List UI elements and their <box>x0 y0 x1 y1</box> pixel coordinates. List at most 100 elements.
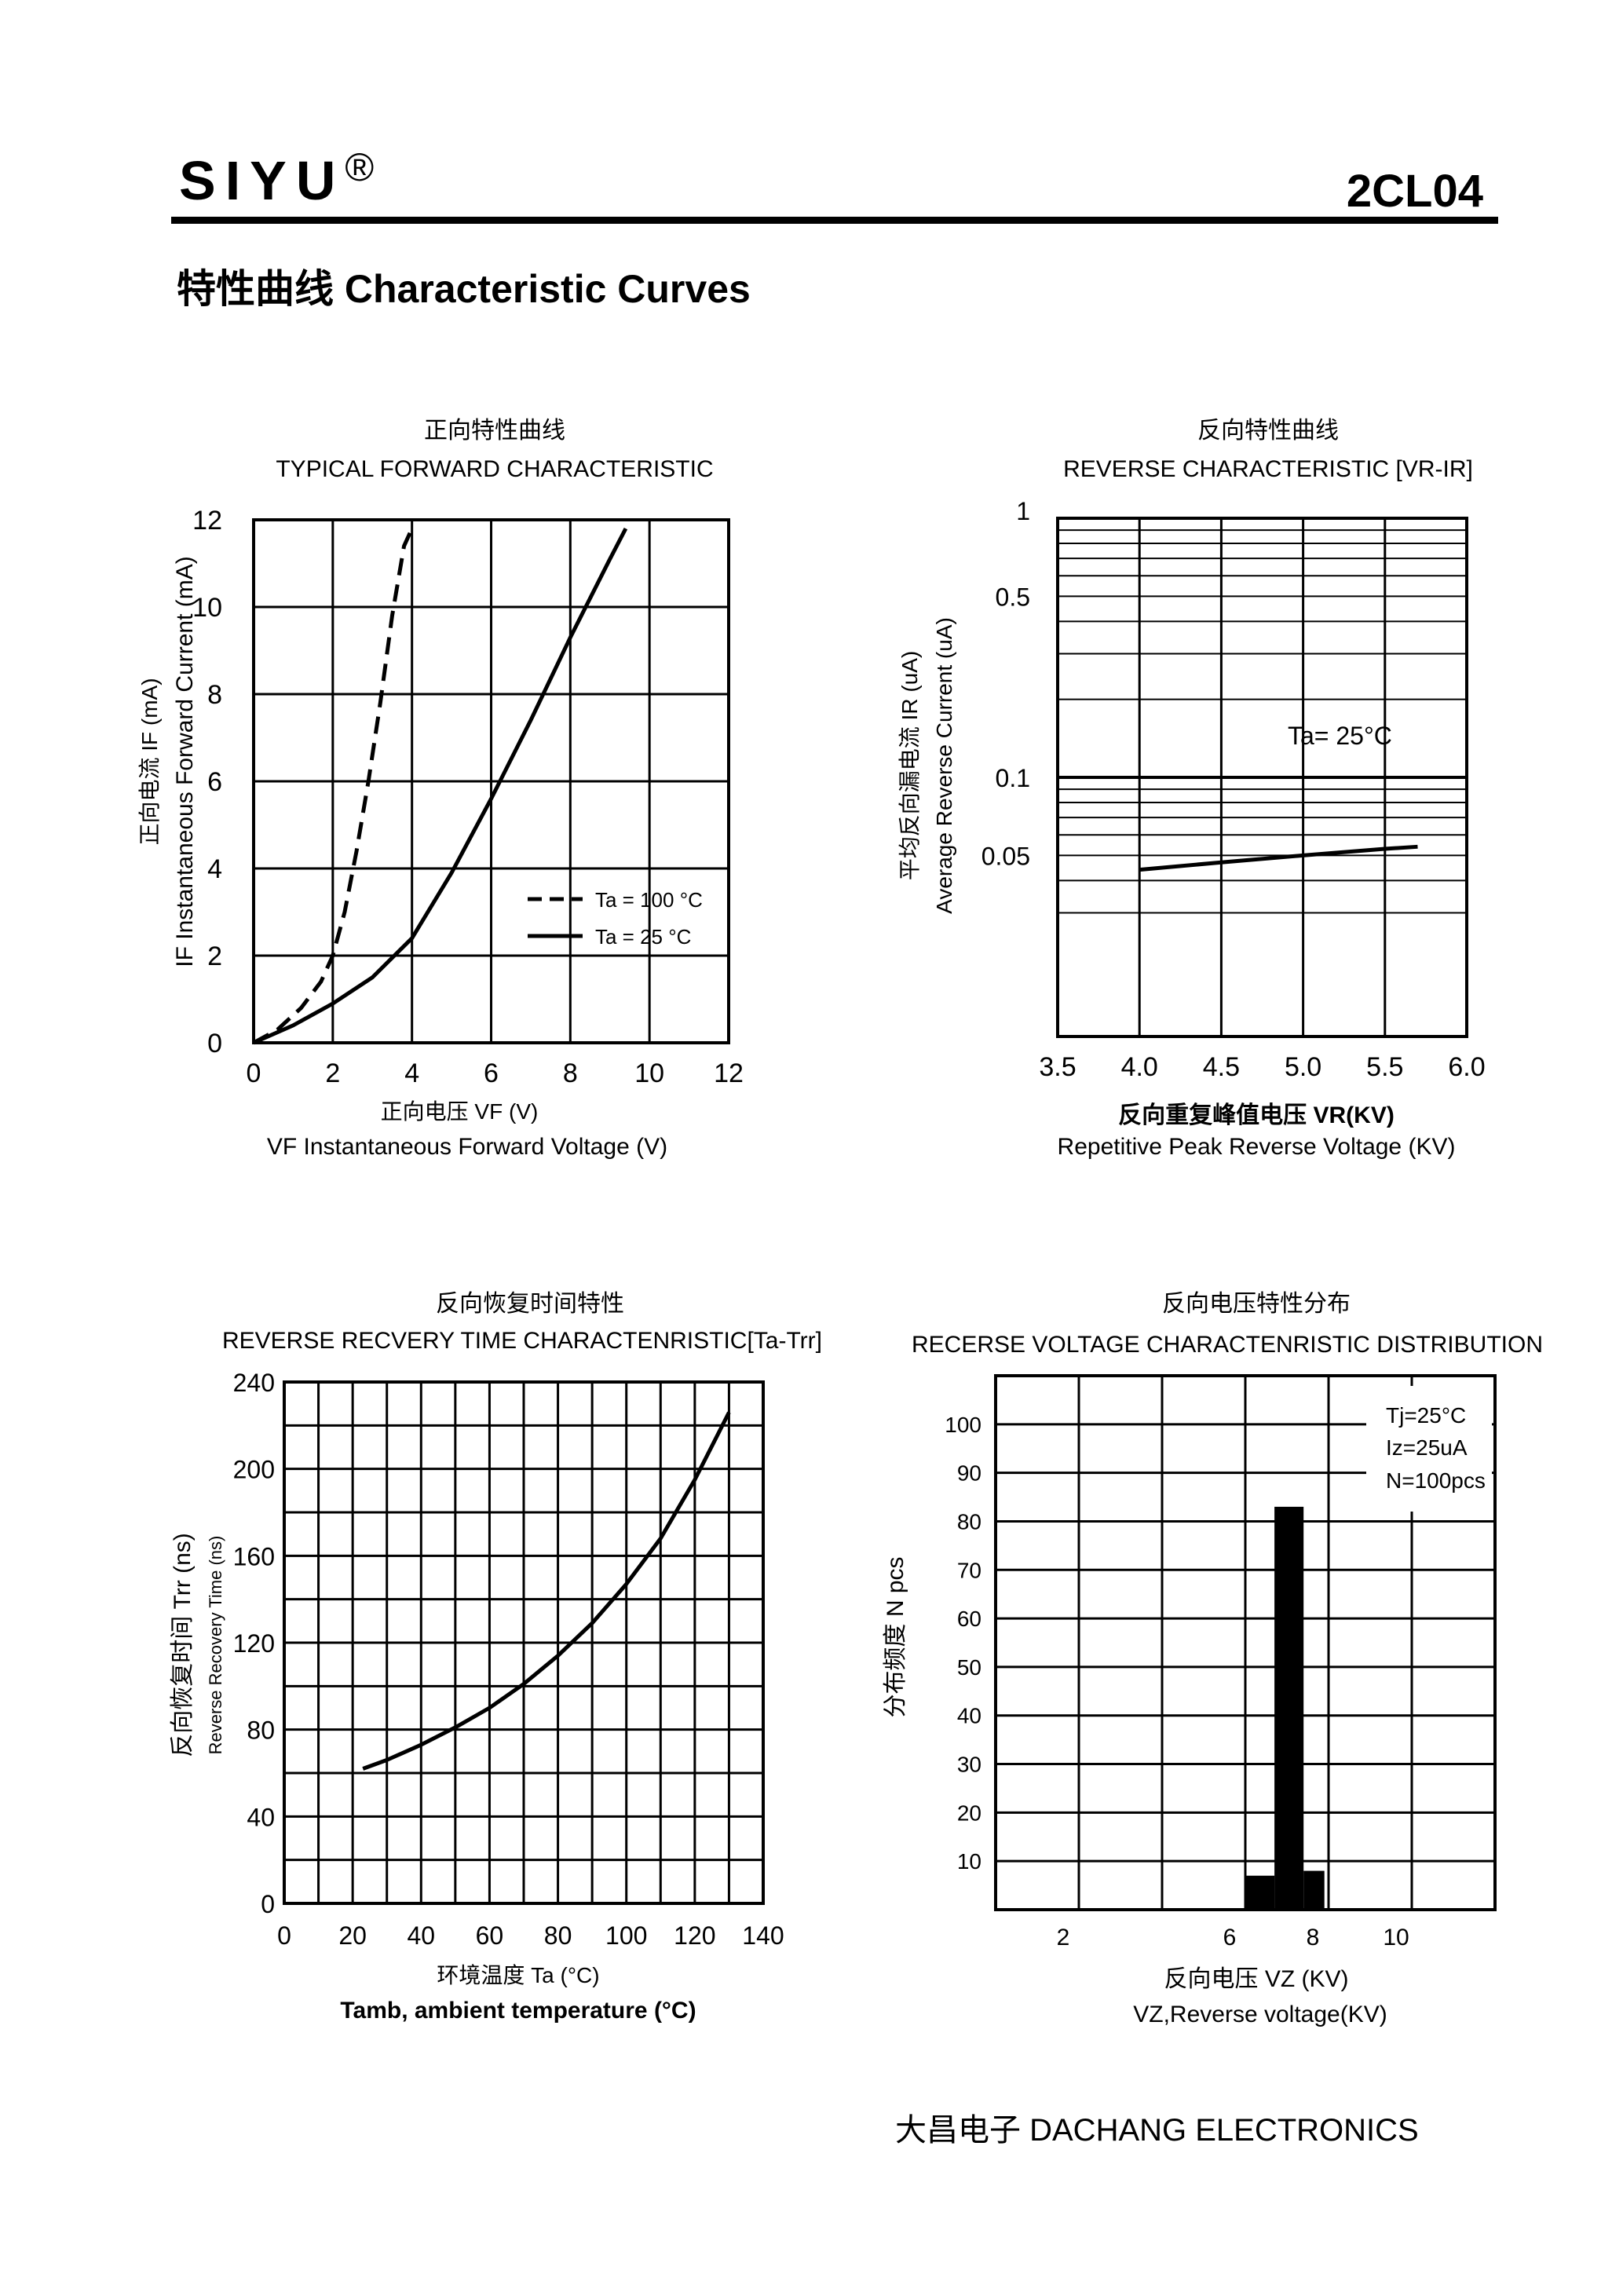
chart2-annotation: Ta= 25°C <box>1288 722 1392 750</box>
part-number: 2CL04 <box>1346 166 1483 217</box>
chart4-y-tick-label: 100 <box>945 1413 981 1437</box>
chart2-x-tick-label: 5.0 <box>1285 1052 1321 1082</box>
chart1-title-en: TYPICAL FORWARD CHARACTERISTIC <box>276 456 713 482</box>
chart1-x-tick-label: 10 <box>634 1058 664 1088</box>
chart4-annotation-tj: Tj=25°C <box>1386 1403 1466 1428</box>
chart3-x-tick-label: 20 <box>338 1921 367 1950</box>
chart3-y-tick-label: 200 <box>233 1456 275 1484</box>
chart3-y-tick-label: 120 <box>233 1629 275 1658</box>
chart3-ylabel-en: Reverse Recovery Time (ns) <box>206 1536 225 1755</box>
chart3-y-tick-label: 0 <box>261 1890 275 1918</box>
chart1-series-line-1 <box>252 527 628 1045</box>
chart4-x-tick-label: 10 <box>1383 1925 1409 1951</box>
chart3-x-tick-label: 120 <box>674 1921 715 1950</box>
chart1-y-tick-label: 8 <box>207 680 222 710</box>
footer-company: 大昌电子 DACHANG ELECTRONICS <box>895 2113 1419 2148</box>
chart2-x-tick-label: 6.0 <box>1448 1052 1485 1082</box>
header-rule <box>171 217 1498 224</box>
chart1-y-tick-label: 12 <box>192 506 222 536</box>
chart2-ylabel-cn: 平均反向漏电流 IR (uA) <box>897 651 922 880</box>
chart3-y-tick-label: 160 <box>233 1542 275 1570</box>
chart2-frame <box>1056 517 1468 1038</box>
chart4-y-tick-label: 50 <box>957 1655 981 1680</box>
chart3-x-tick-label: 140 <box>742 1921 784 1950</box>
chart4-title-cn: 反向电压特性分布 <box>1162 1291 1351 1317</box>
chart2-xlabel-cn: 反向重复峰值电压 VR(KV) <box>1118 1102 1395 1128</box>
chart4-xlabel-cn: 反向电压 VZ (KV) <box>1164 1966 1348 1992</box>
chart2-x-tick-label: 4.0 <box>1121 1052 1158 1082</box>
chart3-title-cn: 反向恢复时间特性 <box>436 1291 624 1317</box>
chart2-series-line-0 <box>1139 844 1418 872</box>
chart3-ylabel-cn: 反向恢复时间 Trr (ns) <box>170 1533 196 1757</box>
legend-label-100c: Ta = 100 °C <box>595 888 703 912</box>
chart2-x-tick-label: 5.5 <box>1366 1052 1403 1082</box>
chart4-annotation-iz: Iz=25uA <box>1386 1435 1468 1460</box>
chart1-y-tick-label: 6 <box>207 767 222 797</box>
chart1-title-cn: 正向特性曲线 <box>424 418 565 444</box>
chart1-x-tick-label: 2 <box>325 1058 340 1088</box>
chart2-y-tick-label: 0.5 <box>996 583 1030 611</box>
registered-mark: ® <box>345 145 375 189</box>
chart4-y-tick-label: 70 <box>957 1558 981 1582</box>
chart1-xlabel-cn: 正向电压 VF (V) <box>381 1099 539 1124</box>
chart4-y-tick-label: 40 <box>957 1704 981 1728</box>
chart4-y-tick-label: 30 <box>957 1753 981 1777</box>
chart4-bar-1 <box>1274 1506 1304 1910</box>
chart3-xlabel-en: Tamb, ambient temperature (°C) <box>340 1998 696 2024</box>
chart1-legend: Ta = 100 °C Ta = 25 °C <box>528 888 703 949</box>
chart1-x-tick-label: 4 <box>404 1058 419 1088</box>
chart1-y-tick-label: 10 <box>192 593 222 623</box>
chart4-x-tick-label: 6 <box>1223 1925 1237 1951</box>
chart4-x-tick-label: 8 <box>1307 1925 1320 1951</box>
chart3-series-line-0 <box>362 1411 731 1771</box>
chart2-title-en: REVERSE CHARACTERISTIC [VR-IR] <box>1063 456 1473 482</box>
chart1-x-tick-label: 12 <box>714 1058 744 1088</box>
chart1-y-tick-label: 0 <box>207 1029 222 1058</box>
chart3-x-tick-label: 0 <box>277 1921 291 1950</box>
chart4-y-tick-label: 80 <box>957 1509 981 1534</box>
chart1-x-tick-label: 8 <box>563 1058 578 1088</box>
chart3-frame <box>283 1380 765 1905</box>
section-title: 特性曲线 Characteristic Curves <box>177 267 751 311</box>
chart1-y-tick-label: 4 <box>207 854 222 884</box>
chart4-title-en: RECERSE VOLTAGE CHARACTENRISTIC DISTRIBU… <box>912 1332 1543 1358</box>
chart3-y-tick-label: 40 <box>247 1803 275 1831</box>
brand-name: SIYU <box>179 150 345 211</box>
chart2-y-tick-label: 0.1 <box>996 764 1030 792</box>
chart1-x-tick-label: 6 <box>484 1058 499 1088</box>
chart2-title-cn: 反向特性曲线 <box>1197 418 1339 444</box>
chart2-x-tick-label: 4.5 <box>1203 1052 1240 1082</box>
chart3-x-tick-label: 80 <box>544 1921 572 1950</box>
chart1-ylabel-en: IF Instantaneous Forward Current (mA) <box>172 556 198 967</box>
chart4-y-tick-label: 90 <box>957 1461 981 1486</box>
chart2-xlabel-en: Repetitive Peak Reverse Voltage (KV) <box>1058 1134 1456 1160</box>
chart4-xlabel-en: VZ,Reverse voltage(KV) <box>1133 2002 1387 2027</box>
legend-label-25c: Ta = 25 °C <box>595 925 691 949</box>
chart3-y-tick-label: 80 <box>247 1717 275 1745</box>
brand-logo: SIYU® <box>179 145 374 212</box>
chart3-title-en: REVERSE RECVERY TIME CHARACTENRISTIC[Ta-… <box>222 1328 822 1354</box>
chart1-xlabel-en: VF Instantaneous Forward Voltage (V) <box>267 1134 667 1160</box>
chart2-y-tick-label: 1 <box>1016 497 1030 525</box>
chart1-y-tick-label: 2 <box>207 941 222 971</box>
chart2-x-tick-label: 3.5 <box>1039 1052 1076 1082</box>
chart4-x-tick-label: 2 <box>1057 1925 1070 1951</box>
chart4-bar-2 <box>1303 1870 1325 1910</box>
chart3-x-tick-label: 40 <box>407 1921 435 1950</box>
chart3-x-tick-label: 60 <box>476 1921 504 1950</box>
chart4-ylabel-cn: 分布频度 N pcs <box>883 1556 908 1717</box>
chart1-series-line-0 <box>252 528 414 1045</box>
chart2-y-tick-label: 0.05 <box>981 842 1030 870</box>
chart2-ylabel-en: Average Reverse Current (uA) <box>932 617 956 914</box>
chart4-y-tick-label: 20 <box>957 1801 981 1825</box>
chart1-frame <box>252 518 730 1044</box>
chart1-ylabel-cn: 正向电流 IF (mA) <box>137 678 162 845</box>
chart3-x-tick-label: 100 <box>605 1921 647 1950</box>
chart4-y-tick-label: 60 <box>957 1607 981 1631</box>
chart3-xlabel-cn: 环境温度 Ta (°C) <box>437 1963 599 1987</box>
chart4-y-tick-label: 10 <box>957 1849 981 1874</box>
